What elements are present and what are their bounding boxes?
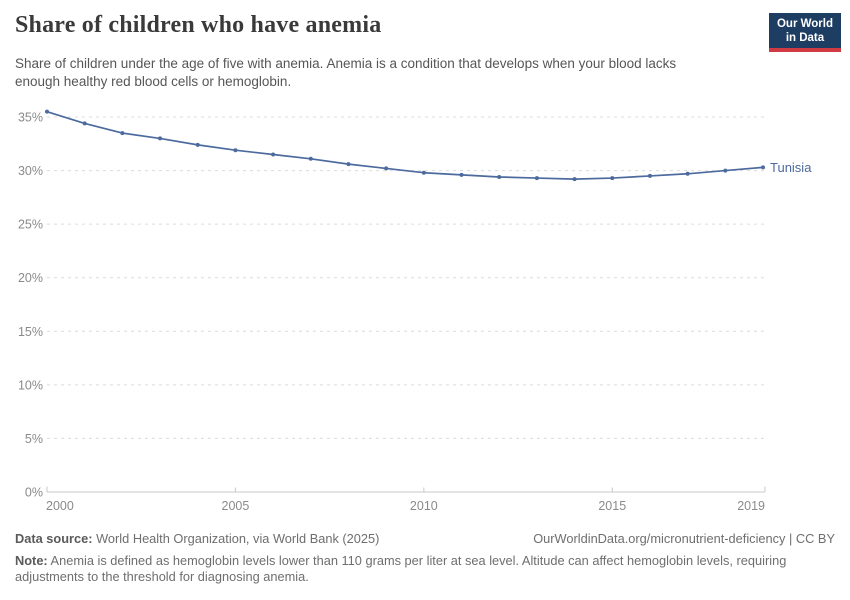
y-tick-label: 0% [25, 486, 43, 500]
data-point[interactable] [346, 162, 351, 167]
note-value: Anemia is defined as hemoglobin levels l… [15, 552, 787, 585]
data-point[interactable] [534, 176, 539, 181]
data-point[interactable] [572, 177, 577, 182]
data-point[interactable] [308, 156, 313, 161]
page-title: Share of children who have anemia [15, 12, 382, 38]
y-tick-label: 30% [18, 164, 43, 178]
subtitle-line: Share of children under the age of five … [15, 56, 677, 71]
data-point[interactable] [195, 142, 200, 147]
data-point[interactable] [82, 121, 87, 126]
y-tick-label: 20% [18, 271, 43, 285]
y-tick-label: 15% [18, 325, 43, 339]
data-point[interactable] [685, 171, 690, 176]
data-point[interactable] [761, 165, 765, 170]
data-source-row: Data source: World Health Organization, … [15, 531, 835, 548]
logo-line1: Our World [776, 18, 833, 30]
data-point[interactable] [120, 131, 125, 136]
data-point[interactable] [723, 168, 728, 173]
line-chart: 0% 5% 10% 15% 20% 25% 30% 35% 2000 2005 2010 2015 20… [18, 109, 812, 513]
data-line[interactable] [46, 110, 764, 180]
data-source-text: Data source: World Health Organization, … [15, 531, 379, 548]
subtitle-line: enough healthy red blood cells or hemogl… [15, 73, 292, 89]
logo-line2: in Data [785, 32, 825, 44]
y-tick-label: 5% [25, 432, 43, 446]
data-point[interactable] [45, 109, 49, 114]
data-point[interactable] [384, 166, 389, 171]
data-point[interactable] [647, 173, 652, 178]
data-point[interactable] [158, 136, 163, 141]
attribution-link[interactable]: OurWorldinData.org/micronutrient-deficie… [533, 531, 835, 546]
data-source-value: World Health Organization, via World Ban… [92, 531, 380, 546]
x-tick-label: 2010 [410, 499, 438, 513]
x-tick-label: 2019 [737, 499, 765, 513]
x-tick-label: 2015 [598, 499, 626, 513]
y-tick-label: 10% [18, 378, 43, 392]
x-tick-label: 2005 [222, 499, 250, 513]
data-point[interactable] [459, 172, 464, 177]
data-point[interactable] [497, 175, 502, 179]
data-point[interactable] [271, 152, 276, 157]
data-point[interactable] [421, 170, 426, 175]
data-source-label: Data source: [15, 531, 93, 546]
note-label: Note: [15, 552, 48, 568]
y-tick-label: 35% [18, 111, 43, 125]
owid-logo[interactable]: Our World in Data [768, 13, 841, 52]
chart-footer: Data source: World Health Organization, … [15, 531, 835, 586]
data-point[interactable] [610, 176, 615, 181]
y-tick-label: 25% [18, 218, 43, 232]
series-label[interactable]: Tunisia [770, 160, 812, 175]
data-point[interactable] [233, 148, 238, 153]
x-tick-label: 2000 [46, 499, 74, 513]
chart-subtitle: Share of children under the age of five … [15, 55, 765, 90]
note-text: Note: Anemia is defined as hemoglobin le… [15, 553, 810, 586]
